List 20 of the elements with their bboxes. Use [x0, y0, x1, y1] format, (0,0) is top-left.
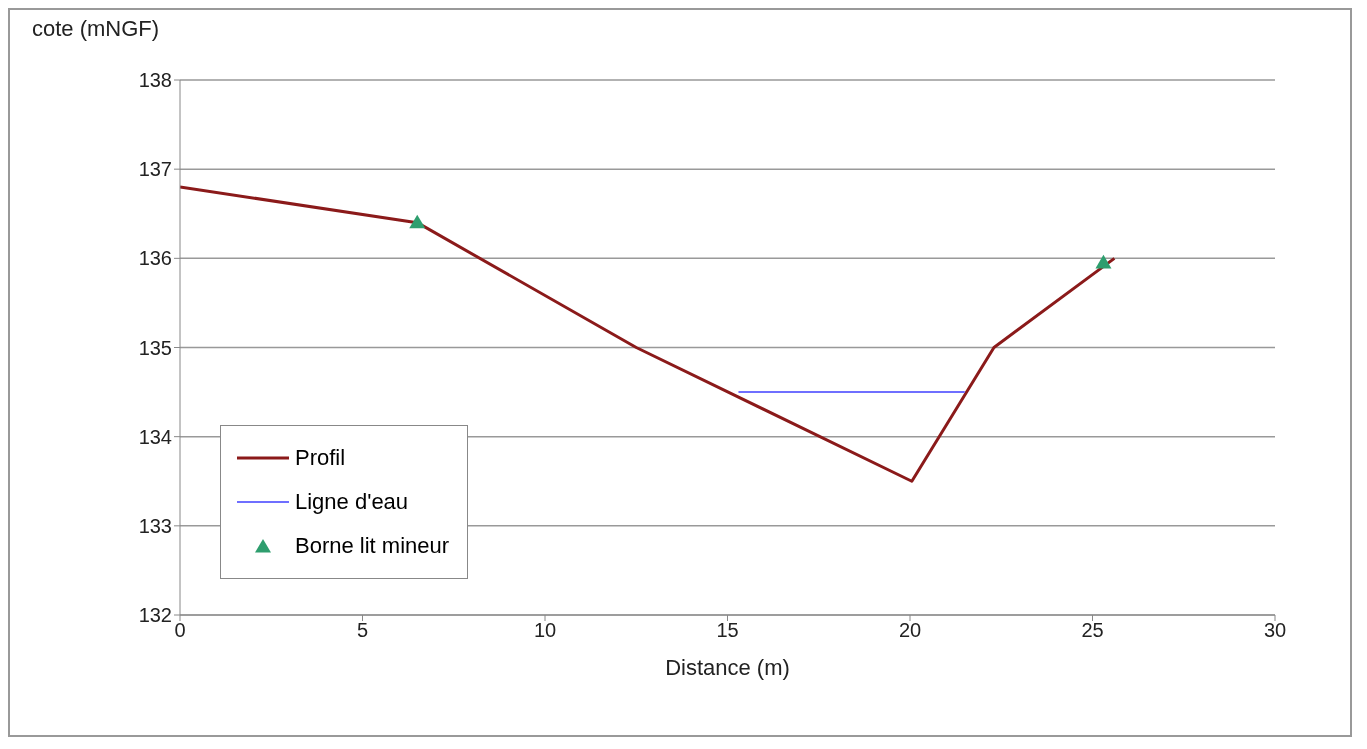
y-tick-label: 135	[138, 336, 172, 359]
legend-label: Ligne d'eau	[295, 489, 409, 515]
x-axis-title: Distance (m)	[665, 655, 790, 680]
x-tick-label: 0	[174, 619, 186, 642]
x-tick-label: 15	[716, 619, 739, 642]
x-tick-label: 5	[356, 619, 369, 642]
y-tick-label: 136	[138, 247, 172, 270]
x-tick-label: 20	[898, 619, 922, 642]
x-tick-label: 30	[1263, 619, 1287, 642]
legend-label: Borne lit mineur	[295, 533, 450, 559]
y-tick-label: 134	[138, 425, 172, 448]
y-tick-label: 137	[138, 158, 172, 181]
y-axis-title: cote (mNGF)	[32, 16, 160, 42]
legend-label: Profil	[295, 445, 346, 471]
y-tick-label: 133	[138, 514, 172, 537]
y-tick-label: 138	[138, 69, 172, 92]
y-tick-label: 132	[138, 604, 172, 627]
x-tick-label: 25	[1081, 619, 1104, 642]
line-series	[180, 185, 1116, 483]
x-tick-label: 10	[533, 619, 557, 642]
